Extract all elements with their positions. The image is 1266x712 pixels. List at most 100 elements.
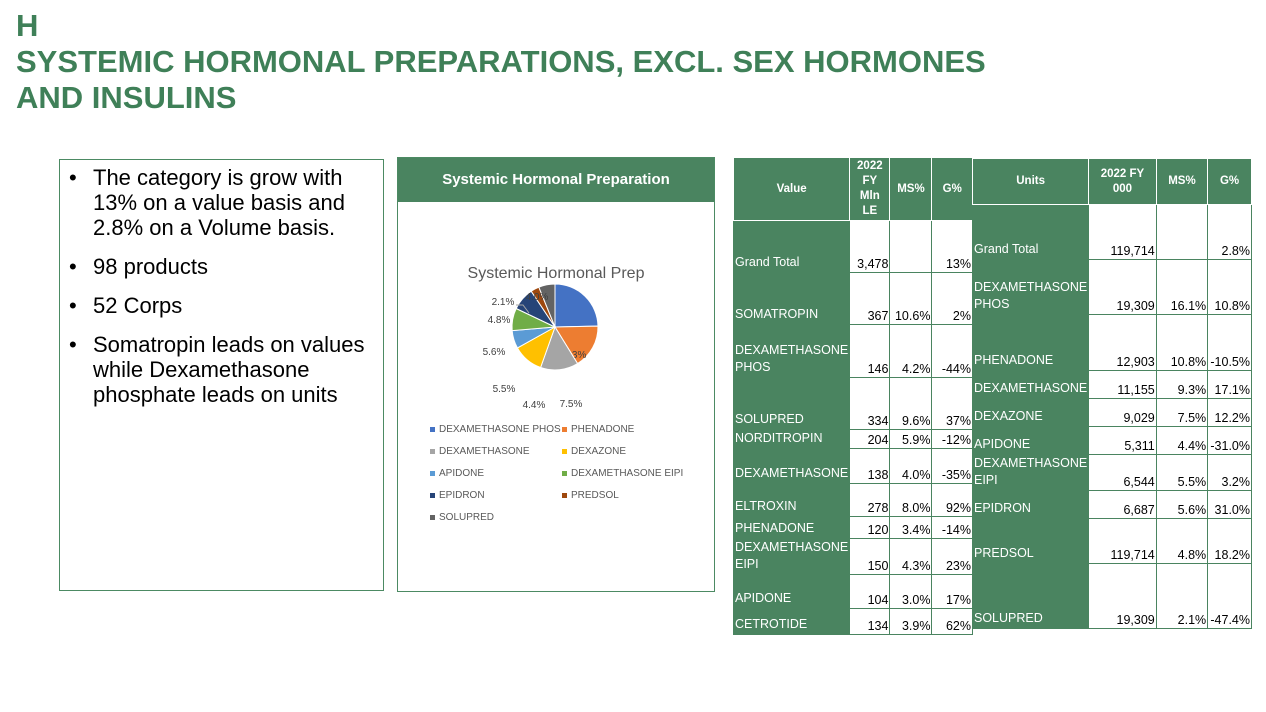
units-table-cell-val: 12,903: [1088, 314, 1157, 371]
units-table-header: 2022 FY 000: [1088, 158, 1157, 205]
summary-box: The category is grow with 13% on a value…: [59, 159, 384, 591]
legend-item: SOLUPRED: [430, 512, 494, 523]
units-table-row: PREDSOL 119,714 4.8% 18.2%: [971, 518, 1252, 564]
legend-label: DEXAZONE: [571, 446, 627, 457]
title-line-1: SYSTEMIC HORMONAL PREPARATIONS, EXCL. SE…: [16, 44, 986, 79]
value-table-cell-val: 150: [849, 538, 891, 575]
value-table-cell-g: -12%: [931, 429, 973, 449]
value-table-row: Grand Total 3,478 13%: [732, 220, 973, 273]
value-table-cell-ms: 9.6%: [889, 377, 933, 430]
units-table-cell-ms: 16.1%: [1155, 259, 1209, 315]
value-table-cell-val: 138: [849, 448, 891, 484]
value-table-cell-val: 278: [849, 483, 891, 517]
units-table-cell-g: 3.2%: [1207, 454, 1252, 491]
legend-swatch: [430, 426, 435, 432]
pie-data-label: 2.1%: [492, 297, 515, 308]
legend-item: DEXAMETHASONE: [430, 446, 530, 457]
units-table-row: DEXAMETHASONE PHOS 19,309 16.1% 10.8%: [971, 259, 1252, 315]
value-table-cell-val: 334: [849, 377, 891, 430]
units-table-cell-val: 9,029: [1088, 398, 1157, 427]
value-table-cell-g: 2%: [931, 272, 973, 325]
pie-slice: [554, 283, 599, 328]
value-table-header: G%: [931, 157, 973, 221]
legend-swatch: [430, 492, 435, 498]
legend-label: DEXAMETHASONE EIPI: [571, 468, 684, 479]
units-table-cell-ms: [1155, 204, 1209, 260]
units-table-cell-name: DEXAZONE: [971, 398, 1090, 427]
units-table-header: MS%: [1155, 158, 1209, 205]
value-table-cell-val: 104: [849, 574, 891, 609]
value-table-cell-name: SOLUPRED: [732, 377, 851, 430]
value-table-cell-name: Grand Total: [732, 220, 851, 273]
units-table-cell-ms: 5.5%: [1155, 454, 1209, 491]
units-table-cell-ms: 4.4%: [1155, 426, 1209, 455]
value-table-row: SOMATROPIN 367 10.6% 2%: [732, 272, 973, 325]
units-table-cell-name: DEXAMETHASONE: [971, 370, 1090, 399]
units-table-row: PHENADONE 12,903 10.8% -10.5%: [971, 314, 1252, 371]
units-table-row: DEXAMETHASONE EIPI 6,544 5.5% 3.2%: [971, 454, 1252, 491]
units-table-cell-g: 18.2%: [1207, 518, 1252, 564]
units-table-cell-ms: 2.1%: [1155, 563, 1209, 629]
chart-title: Systemic Hormonal Prep: [467, 265, 645, 282]
units-table-cell-val: 119,714: [1088, 204, 1157, 260]
legend-item: DEXAMETHASONE PHOS: [430, 424, 561, 435]
value-table-row: DEXAMETHASONE EIPI 150 4.3% 23%: [732, 538, 973, 575]
value-table-cell-g: 17%: [931, 574, 973, 609]
units-table-header: Units: [971, 158, 1090, 205]
legend-label: APIDONE: [439, 468, 485, 479]
units-table-cell-ms: 9.3%: [1155, 370, 1209, 399]
bullet-item: 52 Corps: [69, 293, 383, 318]
legend-item: DEXAZONE: [562, 446, 626, 457]
value-table-cell-ms: 3.0%: [889, 574, 933, 609]
value-table-row: CETROTIDE 134 3.9% 62%: [732, 608, 973, 635]
value-table-cell-ms: 4.2%: [889, 324, 933, 378]
legend-swatch: [430, 448, 435, 454]
value-table-cell-ms: [889, 220, 933, 273]
value-table-cell-g: 37%: [931, 377, 973, 430]
units-table-cell-val: 119,714: [1088, 518, 1157, 564]
legend-item: PREDSOL: [562, 490, 619, 501]
pie-chart: 10.8%9.3%7.5%4.4%5.5%5.6%4.8%2.1%4.0%: [483, 283, 599, 411]
units-table-cell-g: 10.8%: [1207, 259, 1252, 315]
pie-data-label: 5.6%: [483, 347, 506, 358]
value-table-cell-name: DEXAMETHASONE EIPI: [732, 538, 851, 575]
units-table-cell-ms: 7.5%: [1155, 398, 1209, 427]
page-title: H SYSTEMIC HORMONAL PREPARATIONS, EXCL. …: [16, 8, 986, 116]
pie-data-label: 9.3%: [564, 350, 587, 361]
value-table-row: DEXAMETHASONE 138 4.0% -35%: [732, 448, 973, 484]
units-table-row: EPIDRON 6,687 5.6% 31.0%: [971, 490, 1252, 519]
units-table-cell-g: -10.5%: [1207, 314, 1252, 371]
value-table-cell-val: 134: [849, 608, 891, 635]
value-table-cell-g: -35%: [931, 448, 973, 484]
pie-slice: [538, 283, 556, 328]
pie-data-label: 7.5%: [560, 399, 583, 410]
units-table-cell-g: 12.2%: [1207, 398, 1252, 427]
value-table-cell-g: 13%: [931, 220, 973, 273]
units-table-cell-val: 6,544: [1088, 454, 1157, 491]
value-table-cell-ms: 4.0%: [889, 448, 933, 484]
value-table-cell-name: DEXAMETHASONE PHOS: [732, 324, 851, 378]
legend-label: PREDSOL: [571, 490, 619, 501]
value-table-cell-g: -44%: [931, 324, 973, 378]
bullet-item: Somatropin leads on values while Dexamet…: [69, 332, 383, 407]
pie-leader-line: [516, 304, 530, 314]
units-table-cell-ms: 5.6%: [1155, 490, 1209, 519]
legend-item: APIDONE: [430, 468, 484, 479]
units-table-cell-g: 2.8%: [1207, 204, 1252, 260]
legend-swatch: [430, 470, 435, 476]
value-table-cell-name: ELTROXIN: [732, 483, 851, 517]
units-table: Units 2022 FY 000 MS% G% Grand Total 119,…: [971, 158, 1252, 629]
chart-panel: Systemic Hormonal Preparation Systemic H…: [397, 157, 715, 592]
units-table-cell-val: 6,687: [1088, 490, 1157, 519]
value-table-cell-val: 3,478: [849, 220, 891, 273]
legend-swatch: [430, 514, 435, 520]
title-line-2: AND INSULINS: [16, 80, 237, 115]
units-table-row: SOLUPRED 19,309 2.1% -47.4%: [971, 563, 1252, 629]
units-table-row: APIDONE 5,311 4.4% -31.0%: [971, 426, 1252, 455]
value-table-cell-name: DEXAMETHASONE: [732, 448, 851, 484]
units-table-cell-g: -47.4%: [1207, 563, 1252, 629]
units-table-cell-g: -31.0%: [1207, 426, 1252, 455]
value-table-header: MS%: [889, 157, 933, 221]
legend-label: EPIDRON: [439, 490, 485, 501]
units-table-cell-name: DEXAMETHASONE PHOS: [971, 259, 1090, 315]
